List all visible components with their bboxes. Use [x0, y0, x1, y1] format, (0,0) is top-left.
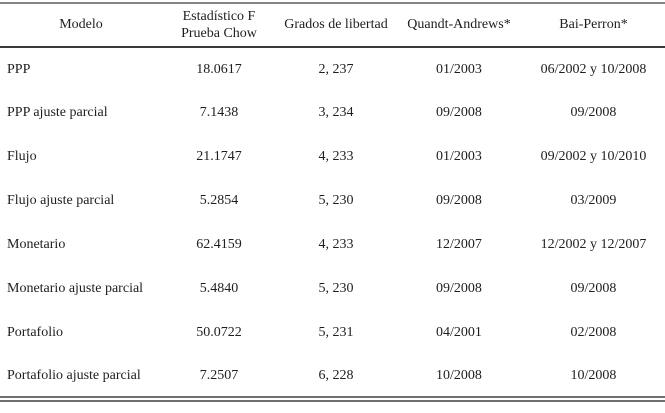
cell-grados: 4, 233: [318, 237, 354, 252]
cell-bai: 03/2009: [570, 193, 617, 208]
cell-modelo: Monetario: [7, 237, 66, 252]
cell-bai: 09/2008: [570, 281, 617, 296]
cell-estadistico-f: 5.4840: [199, 281, 239, 296]
cell-quandt: 12/2007: [436, 237, 482, 252]
cell-grados: 6, 228: [318, 367, 354, 383]
column-header-modelo: Modelo: [0, 3, 162, 48]
cell-grados: 2, 237: [318, 61, 354, 77]
cell-modelo: Monetario ajuste parcial: [7, 281, 144, 296]
table-row: Monetario ajuste parcial 5.4840 5, 230 0…: [0, 267, 665, 311]
table-row: Flujo 21.1747 4, 233 01/2003 09/2002 y 1…: [0, 135, 665, 179]
results-table-container: Modelo Estadístico F Prueba Chow Grados …: [0, 2, 665, 402]
column-header-quandt-andrews: Quandt-Andrews*: [396, 3, 522, 48]
column-header-estadistico-f: Estadístico F Prueba Chow: [162, 3, 276, 48]
cell-bai: 09/2008: [570, 105, 617, 120]
table-row: Monetario 62.4159 4, 233 12/2007 12/2002…: [0, 223, 665, 267]
column-header-estadistico-f-line2: Prueba Chow: [181, 26, 257, 41]
cell-grados: 5, 230: [318, 193, 354, 208]
cell-estadistico-f: 7.2507: [199, 367, 239, 383]
cell-modelo: PPP ajuste parcial: [7, 105, 108, 120]
cell-estadistico-f: 7.1438: [199, 105, 239, 120]
cell-bai: 12/2002 y 12/2007: [540, 237, 647, 252]
cell-quandt: 10/2008: [436, 367, 482, 383]
cell-bai: 06/2002 y 10/2008: [540, 61, 647, 77]
cell-quandt: 01/2003: [436, 149, 482, 164]
cell-estadistico-f: 62.4159: [196, 237, 242, 252]
header-row: Modelo Estadístico F Prueba Chow Grados …: [0, 3, 665, 48]
structural-break-results-table: Modelo Estadístico F Prueba Chow Grados …: [0, 2, 665, 402]
column-header-estadistico-f-line1: Estadístico F: [182, 8, 256, 24]
table-row: Portafolio 50.0722 5, 231 04/2001 02/200…: [0, 311, 665, 355]
cell-grados: 5, 231: [318, 325, 354, 340]
cell-grados: 5, 230: [318, 281, 354, 296]
cell-estadistico-f: 21.1747: [196, 149, 242, 164]
cell-estadistico-f: 50.0722: [196, 325, 242, 340]
table-row: Flujo ajuste parcial 5.2854 5, 230 09/20…: [0, 179, 665, 223]
cell-modelo: Flujo ajuste parcial: [7, 193, 115, 208]
cell-estadistico-f: 18.0617: [196, 61, 242, 77]
cell-quandt: 01/2003: [436, 61, 482, 77]
cell-modelo: Portafolio ajuste parcial: [7, 367, 141, 383]
table-row: PPP 18.0617 2, 237 01/2003 06/2002 y 10/…: [0, 47, 665, 91]
cell-grados: 4, 233: [318, 149, 354, 164]
table-row: PPP ajuste parcial 7.1438 3, 234 09/2008…: [0, 91, 665, 135]
cell-bai: 09/2002 y 10/2010: [540, 149, 647, 164]
cell-grados: 3, 234: [318, 105, 354, 120]
cell-modelo: Flujo: [7, 149, 37, 164]
cell-quandt: 04/2001: [436, 325, 482, 340]
cell-modelo: Portafolio: [7, 325, 63, 340]
cell-modelo: PPP: [7, 61, 31, 77]
column-header-grados-de-libertad: Grados de libertad: [276, 3, 396, 48]
cell-quandt: 09/2008: [436, 105, 482, 120]
column-header-bai-perron: Bai-Perron*: [522, 3, 665, 48]
table-row: Portafolio ajuste parcial 7.2507 6, 228 …: [0, 355, 665, 399]
cell-estadistico-f: 5.2854: [199, 193, 239, 208]
cell-bai: 10/2008: [570, 367, 617, 383]
cell-quandt: 09/2008: [436, 281, 482, 296]
cell-quandt: 09/2008: [436, 193, 482, 208]
cell-bai: 02/2008: [570, 325, 617, 340]
